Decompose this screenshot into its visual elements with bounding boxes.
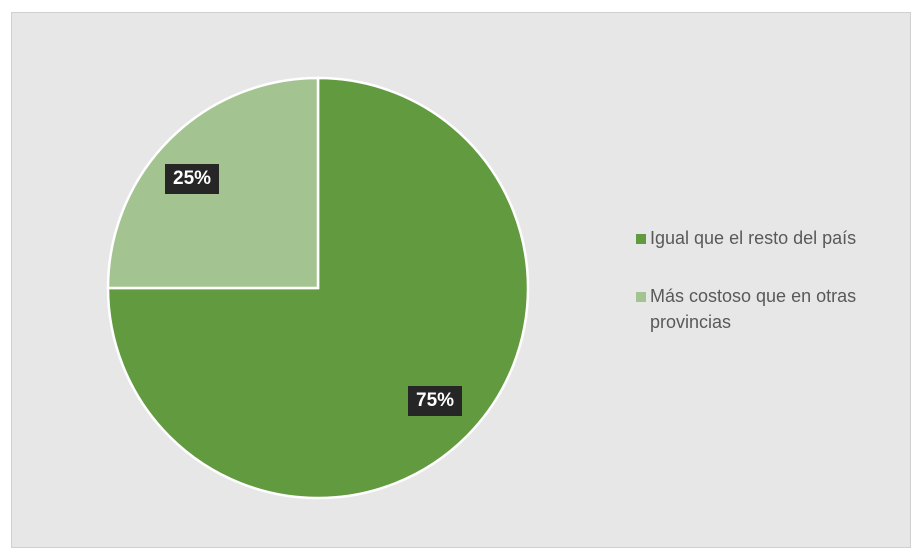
legend: Igual que el resto del país Más costoso … [636,225,906,367]
legend-swatch-igual [636,234,646,244]
legend-swatch-mas-costoso [636,292,646,302]
legend-label-igual: Igual que el resto del país [650,228,857,248]
legend-item-igual: Igual que el resto del país [636,225,906,251]
data-label-mas-costoso: 25% [165,164,220,194]
legend-item-mas-costoso: Más costoso que en otras provincias [636,283,906,335]
data-label-igual: 75% [408,386,463,416]
legend-label-mas-costoso: Más costoso que en otras provincias [650,286,857,332]
chart-area: 75% 25% Igual que el resto del país Más … [11,12,911,548]
